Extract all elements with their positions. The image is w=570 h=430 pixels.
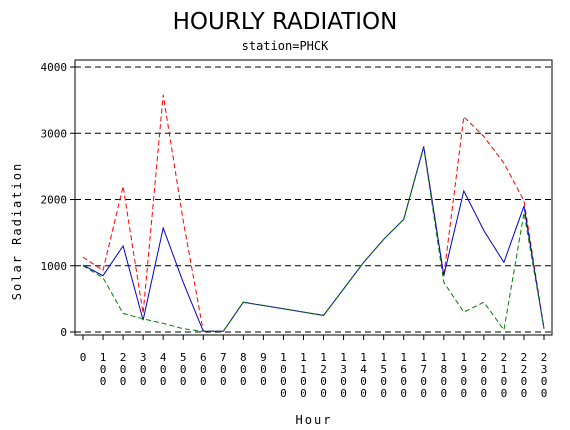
chart-title: HOURLY RADIATION [173,9,398,35]
y-tick-label: 3000 [41,127,68,140]
plot-frame [74,59,553,336]
series-lines [82,94,545,332]
y-ticks: 0 1000 2000 3000 4000 [41,61,75,339]
series-line-3 [82,147,545,332]
axes [74,59,553,336]
y-tick-label: 1000 [41,260,68,273]
gridlines [75,66,552,333]
y-tick-label: 0 [60,326,67,339]
y-axis-label: Solar Radiation [10,162,24,300]
series-line-2 [82,146,545,332]
y-tick-label: 4000 [41,61,68,74]
chart-subtitle: station=PHCK [242,39,329,53]
y-tick-label: 2000 [41,194,68,207]
x-axis-label: Hour [296,413,333,427]
x-tick-label: 0 [80,351,87,364]
x-ticks: 0 1 0 0 2 0 0 3 0 0 4 0 0 5 0 0 6 0 0 7 0 0 8 0 0 9 0 0 1 0 0 0 1 1 0 0 1 2 0 0… [80,335,548,400]
